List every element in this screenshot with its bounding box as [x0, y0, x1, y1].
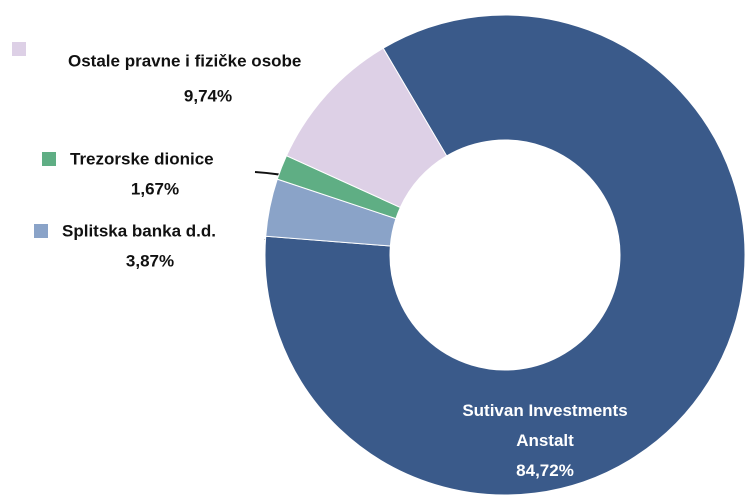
legend-swatch: [34, 224, 48, 238]
slice: [264, 14, 746, 496]
slice-value: 9,74%: [184, 86, 232, 105]
legend-label: Trezorske dionice: [70, 149, 214, 168]
legend-swatch: [42, 152, 56, 166]
slice: [285, 47, 448, 209]
inside-label: Sutivan Investments Anstalt 84,72%: [460, 396, 630, 486]
slice-value: 84,72%: [516, 461, 574, 480]
slice-name: Sutivan Investments Anstalt: [462, 401, 628, 450]
legend-swatch: [12, 42, 26, 56]
slice-value: 3,87%: [126, 251, 174, 270]
legend-label: Splitska banka d.d.: [62, 221, 216, 240]
legend-label: Ostale pravne i fizičke osobe: [68, 51, 301, 70]
slice-value: 1,67%: [131, 179, 179, 198]
